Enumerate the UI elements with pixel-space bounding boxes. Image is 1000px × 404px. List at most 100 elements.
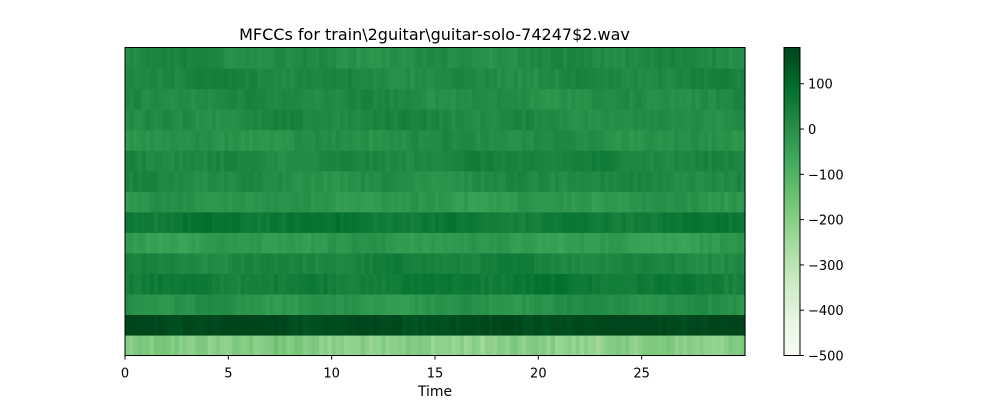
heatmap-cell <box>410 150 415 172</box>
heatmap-cell <box>451 293 457 316</box>
heatmap-cell <box>645 211 651 233</box>
heatmap-cell <box>298 252 304 274</box>
heatmap-cell <box>290 334 296 357</box>
heatmap-cell <box>426 314 432 336</box>
heatmap-cell <box>740 47 746 69</box>
heatmap-cell <box>711 252 717 274</box>
heatmap-cell <box>476 334 482 357</box>
heatmap-cell <box>517 191 523 213</box>
heatmap-cell <box>459 47 465 69</box>
heatmap-cell <box>315 273 320 295</box>
heatmap-cell <box>559 150 564 172</box>
heatmap-cell <box>191 170 196 192</box>
heatmap-cell <box>525 129 531 151</box>
heatmap-cell <box>703 170 709 192</box>
heatmap-cell <box>728 314 734 336</box>
heatmap-cell <box>129 273 134 295</box>
heatmap-cell <box>170 47 176 69</box>
heatmap-cell <box>645 334 651 357</box>
heatmap-cell <box>583 334 589 357</box>
heatmap-cell <box>178 191 184 213</box>
heatmap-cell <box>249 232 254 254</box>
heatmap-cell <box>356 47 362 69</box>
heatmap-cell <box>141 170 147 192</box>
heatmap-cell <box>658 252 663 274</box>
heatmap-cell <box>410 314 415 336</box>
heatmap-cell <box>385 191 391 213</box>
heatmap-cell <box>550 232 556 254</box>
heatmap-cell <box>422 170 428 192</box>
heatmap-cell <box>368 191 374 213</box>
heatmap-cell <box>542 88 548 110</box>
heatmap-cell <box>348 252 353 274</box>
heatmap-cell <box>240 170 246 192</box>
heatmap-cell <box>414 273 420 295</box>
heatmap-cell <box>311 252 316 274</box>
heatmap-cell <box>327 293 333 316</box>
heatmap-cell <box>397 150 403 172</box>
heatmap-cell <box>521 314 527 336</box>
heatmap-cell <box>191 232 196 254</box>
heatmap-cell <box>282 293 287 316</box>
heatmap-cell <box>265 47 271 69</box>
heatmap-cell <box>484 314 490 336</box>
heatmap-cell <box>232 232 238 254</box>
heatmap-cell <box>315 68 320 90</box>
heatmap-cell <box>435 129 440 151</box>
heatmap-cell <box>257 293 262 316</box>
heatmap-cell <box>621 47 626 69</box>
heatmap-cell <box>158 170 163 192</box>
heatmap-cell <box>129 211 134 233</box>
heatmap-cell <box>472 150 477 172</box>
heatmap-cell <box>141 129 147 151</box>
heatmap-cell <box>699 293 705 316</box>
heatmap-cell <box>195 293 200 316</box>
heatmap-cell <box>443 334 448 357</box>
heatmap-cell <box>290 191 296 213</box>
heatmap-cell <box>521 334 527 357</box>
heatmap-cell <box>393 68 399 90</box>
heatmap-cell <box>298 170 304 192</box>
heatmap-cell <box>687 68 692 90</box>
heatmap-cell <box>559 211 564 233</box>
heatmap-cell <box>306 150 312 172</box>
heatmap-cell <box>422 109 428 131</box>
heatmap-cell <box>439 273 444 295</box>
heatmap-cell <box>451 211 457 233</box>
heatmap-cell <box>546 273 552 295</box>
heatmap-cell <box>331 293 337 316</box>
heatmap-cell <box>459 273 465 295</box>
heatmap-cell <box>389 314 395 336</box>
heatmap-cell <box>195 47 200 69</box>
heatmap-cell <box>277 88 283 110</box>
heatmap-cell <box>691 88 696 110</box>
heatmap-cell <box>567 191 572 213</box>
heatmap-cell <box>290 232 296 254</box>
heatmap-cell <box>426 150 432 172</box>
heatmap-cell <box>426 293 432 316</box>
heatmap-cell <box>600 109 606 131</box>
heatmap-cell <box>674 129 680 151</box>
heatmap-cell <box>633 273 639 295</box>
heatmap-cell <box>600 314 606 336</box>
heatmap-cell <box>315 232 320 254</box>
heatmap-cell <box>505 252 510 274</box>
heatmap-cell <box>571 150 577 172</box>
heatmap-cell <box>220 170 225 192</box>
heatmap-cell <box>538 314 544 336</box>
heatmap-cell <box>422 191 428 213</box>
heatmap-cell <box>282 191 287 213</box>
heatmap-cell <box>488 170 494 192</box>
heatmap-cell <box>294 273 300 295</box>
heatmap-cell <box>187 211 192 233</box>
heatmap-cell <box>211 88 217 110</box>
heatmap-cell <box>129 334 134 357</box>
heatmap-cell <box>567 88 572 110</box>
heatmap-cell <box>571 129 577 151</box>
heatmap-cell <box>497 314 502 336</box>
heatmap-cell <box>195 314 200 336</box>
heatmap-cell <box>674 170 680 192</box>
heatmap-cell <box>364 252 370 274</box>
heatmap-cell <box>149 334 155 357</box>
